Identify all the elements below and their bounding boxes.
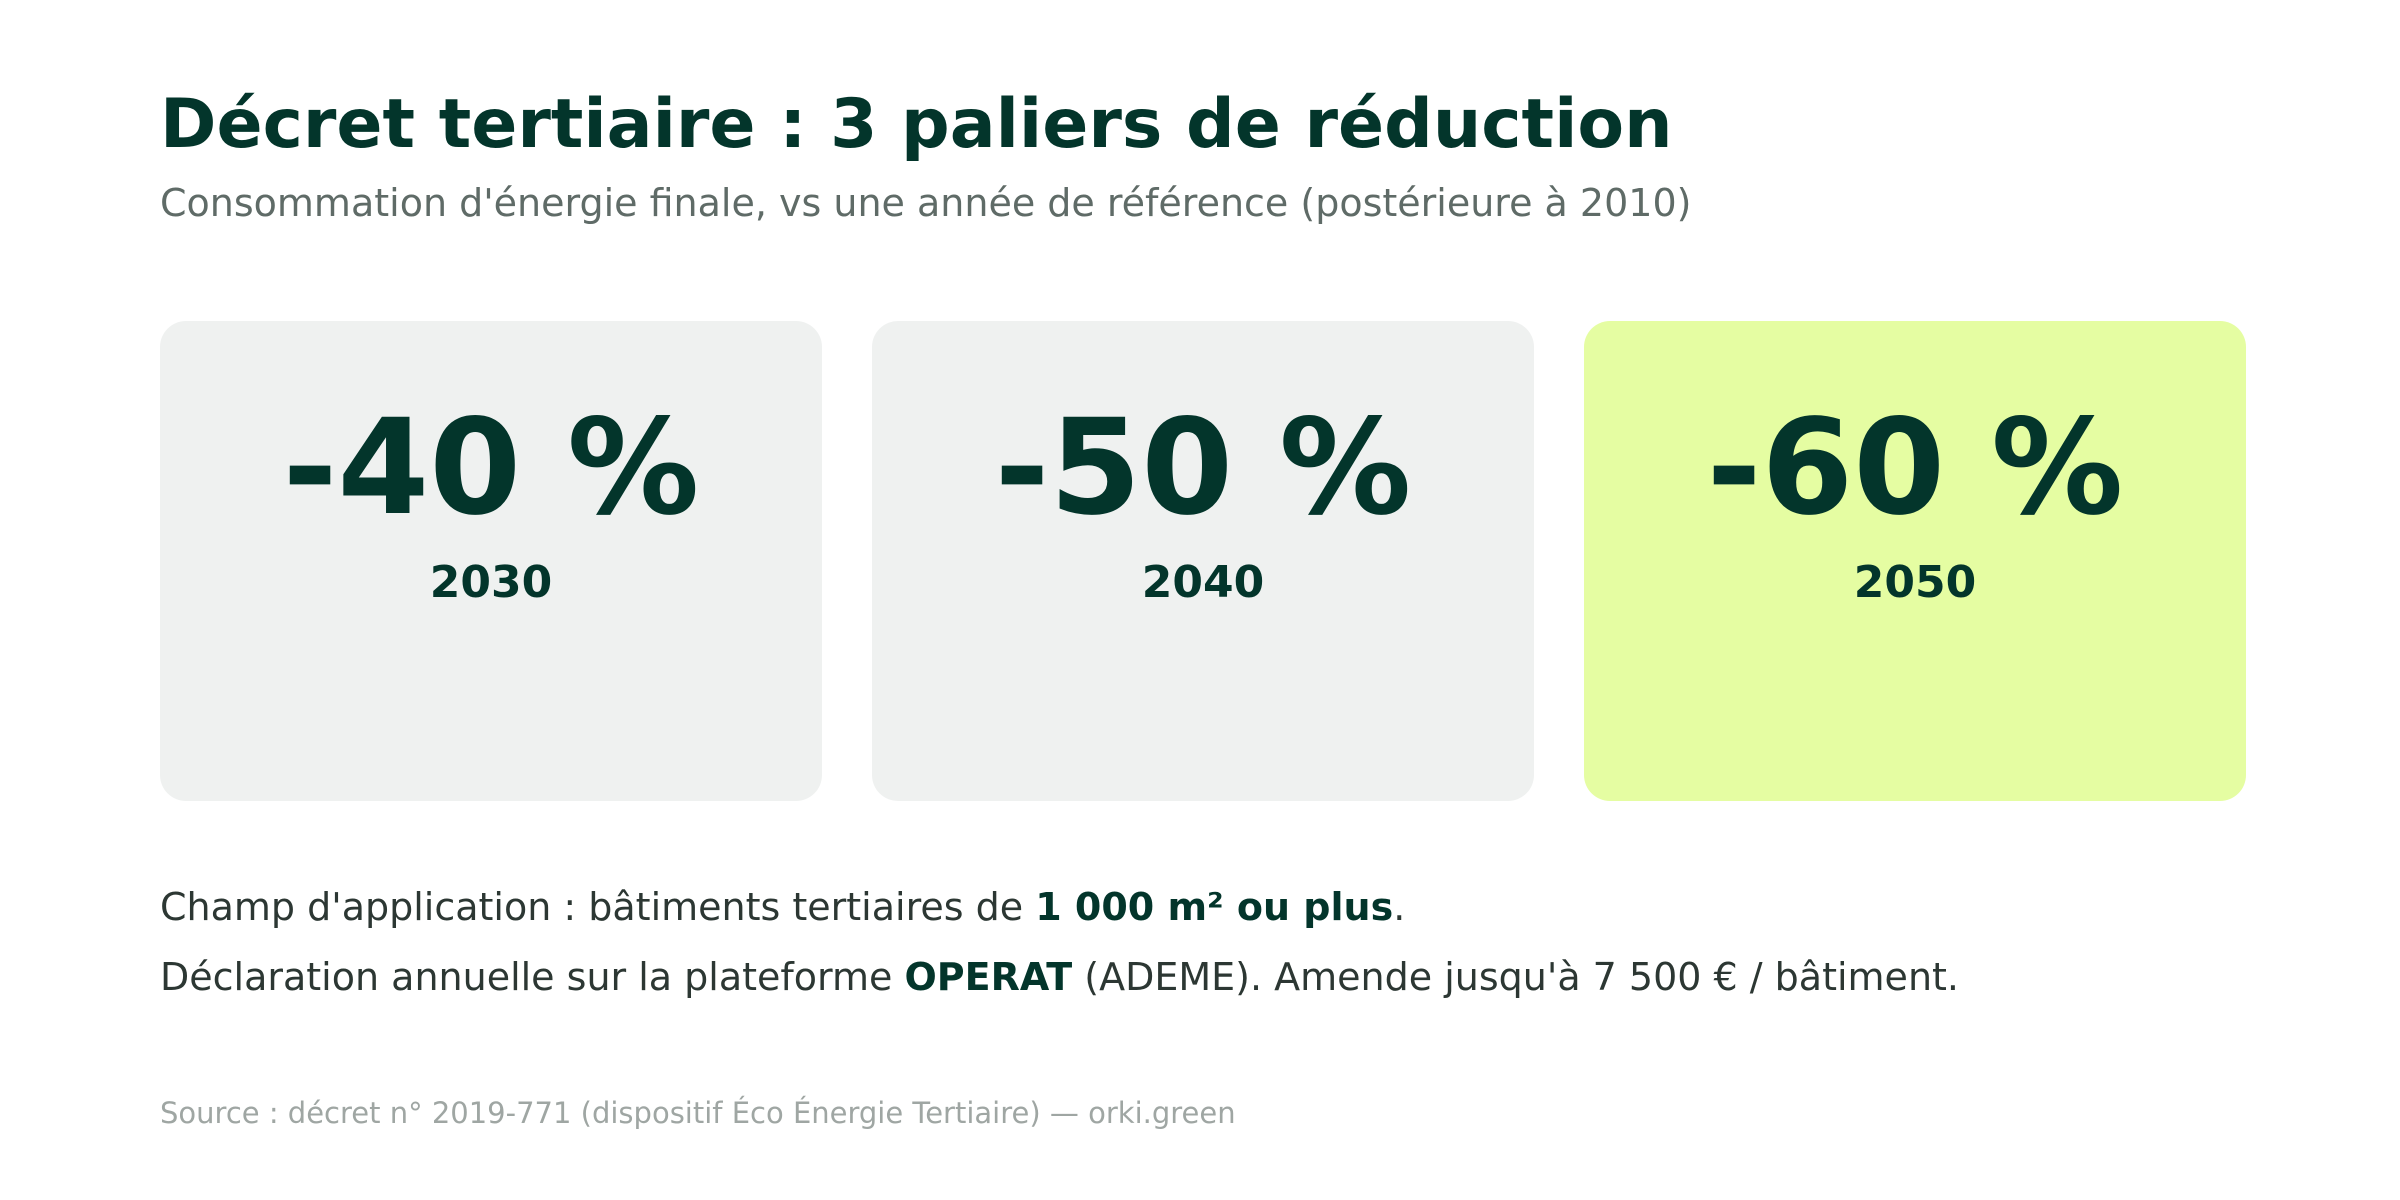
declaration-note-end: (ADEME). Amende jusqu'à 7 500 € / bâtime… [1072,955,1960,999]
scope-threshold: 1 000 m² ou plus [1035,885,1394,929]
milestone-year: 2030 [429,557,553,608]
page-title: Décret tertiaire : 3 paliers de réductio… [160,85,1673,164]
platform-name: OPERAT [904,955,1073,999]
scope-note: Champ d'application : bâtiments tertiair… [160,885,1405,931]
scope-note-end: . [1393,885,1406,929]
reduction-value: -50 % [994,391,1412,545]
milestone-year: 2040 [1141,557,1265,608]
reduction-value: -60 % [1706,391,2124,545]
scope-note-text: Champ d'application : bâtiments tertiair… [160,885,1036,929]
reduction-value: -40 % [282,391,700,545]
milestone-year: 2050 [1853,557,1977,608]
declaration-note: Déclaration annuelle sur la plateforme O… [160,955,1959,1001]
source-note: Source : décret n° 2019-771 (dispositif … [160,1096,1236,1130]
page-subtitle: Consommation d'énergie finale, vs une an… [160,181,1692,225]
declaration-note-text: Déclaration annuelle sur la plateforme [160,955,905,999]
milestone-card-2040: -50 % 2040 [872,321,1534,801]
milestone-card-2030: -40 % 2030 [160,321,822,801]
milestone-card-2050: -60 % 2050 [1584,321,2246,801]
